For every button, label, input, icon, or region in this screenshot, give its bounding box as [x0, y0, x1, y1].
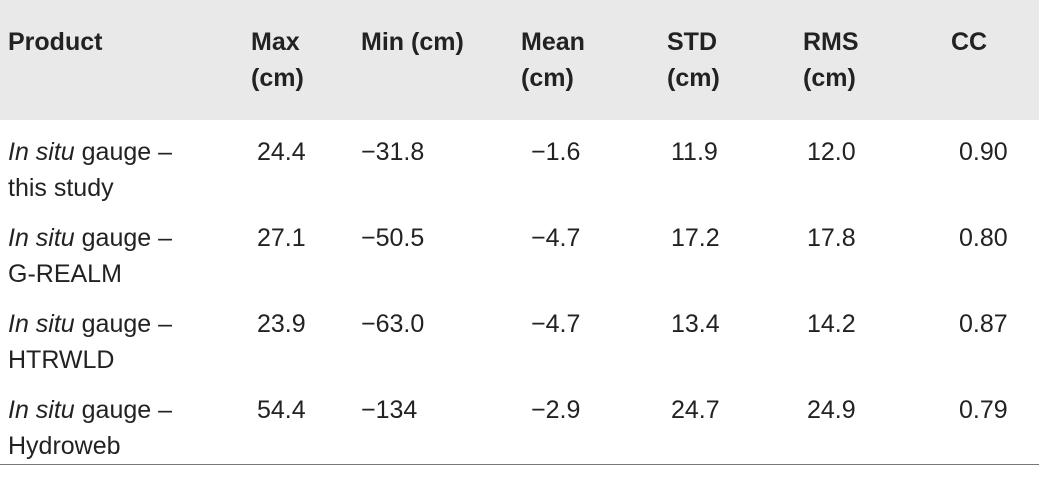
cell-cc: 0.80 [959, 224, 1008, 252]
cell-rms: 14.2 [807, 310, 856, 338]
header-cc: CC [951, 0, 1039, 120]
cell-min: −31.8 [361, 138, 425, 166]
cell-max: 27.1 [257, 224, 306, 252]
product-line2-text: G-REALM [8, 260, 122, 288]
product-italic-text: In situ [8, 310, 75, 338]
statistics-table: Product Max (cm) Min (cm) Mean (cm) STD … [0, 0, 1039, 465]
cell-rms: 24.9 [803, 378, 951, 465]
cell-max: 24.4 [257, 138, 306, 166]
header-rms: RMS (cm) [803, 0, 951, 120]
header-row: Product Max (cm) Min (cm) Mean (cm) STD … [0, 0, 1039, 120]
product-line2-text: this study [8, 174, 114, 202]
cell-mean: −4.7 [531, 224, 581, 252]
product-italic-text: In situ [8, 224, 75, 252]
header-mean: Mean (cm) [521, 0, 667, 120]
cell-product: In situ gauge – Hydroweb [0, 378, 251, 465]
table-row: In situ gauge – HTRWLD 23.9 −63.0 −4.7 13… [0, 292, 1039, 378]
cell-cc: 0.79 [951, 378, 1039, 465]
cell-product: In situ gauge – G-REALM [0, 206, 251, 292]
header-mean-line1: Mean [521, 28, 585, 56]
product-rest-text: gauge – [74, 396, 173, 424]
cell-mean: −4.7 [531, 310, 581, 338]
cell-rms: 17.8 [807, 224, 856, 252]
cell-max: 54.4 [251, 378, 361, 465]
table-row: In situ gauge – Hydroweb 54.4 −134 −2.9 2… [0, 378, 1039, 465]
header-max-line1: Max [251, 28, 300, 56]
cell-product: In situ gauge – HTRWLD [0, 292, 251, 378]
header-product-line1: Product [8, 28, 103, 56]
product-italic-text: In situ [8, 396, 75, 424]
table-header: Product Max (cm) Min (cm) Mean (cm) STD … [0, 0, 1039, 120]
header-product: Product [0, 0, 251, 120]
product-rest-text: gauge – [74, 138, 173, 166]
table-body: In situ gauge – this study 24.4 −31.8 −1.… [0, 120, 1039, 465]
cell-min: −63.0 [361, 310, 425, 338]
cell-cc: 0.87 [959, 310, 1008, 338]
header-max-line2: (cm) [251, 64, 304, 92]
header-std: STD (cm) [667, 0, 803, 120]
product-line2-text: HTRWLD [8, 346, 115, 374]
cell-std: 17.2 [671, 224, 720, 252]
cell-cc: 0.90 [959, 138, 1008, 166]
cell-std: 13.4 [671, 310, 720, 338]
product-rest-text: gauge – [74, 224, 173, 252]
cell-std: 11.9 [671, 138, 718, 166]
header-min: Min (cm) [361, 0, 521, 120]
cell-min: −134 [361, 378, 521, 465]
header-max: Max (cm) [251, 0, 361, 120]
cell-mean: −2.9 [521, 378, 667, 465]
header-rms-line2: (cm) [803, 64, 856, 92]
cell-product: In situ gauge – this study [0, 120, 251, 206]
table-row: In situ gauge – this study 24.4 −31.8 −1.… [0, 120, 1039, 206]
header-std-line2: (cm) [667, 64, 720, 92]
cell-rms: 12.0 [807, 138, 856, 166]
cell-min: −50.5 [361, 224, 425, 252]
cell-max: 23.9 [257, 310, 306, 338]
header-rms-line1: RMS [803, 28, 859, 56]
cell-mean: −1.6 [531, 138, 581, 166]
table-row: In situ gauge – G-REALM 27.1 −50.5 −4.7 1… [0, 206, 1039, 292]
header-mean-line2: (cm) [521, 64, 574, 92]
product-line2-text: Hydroweb [8, 432, 121, 460]
header-min-line1: Min (cm) [361, 28, 464, 56]
header-cc-line1: CC [951, 28, 988, 56]
product-rest-text: gauge – [74, 310, 173, 338]
cell-std: 24.7 [667, 378, 803, 465]
product-italic-text: In situ [8, 138, 75, 166]
header-std-line1: STD [667, 28, 717, 56]
